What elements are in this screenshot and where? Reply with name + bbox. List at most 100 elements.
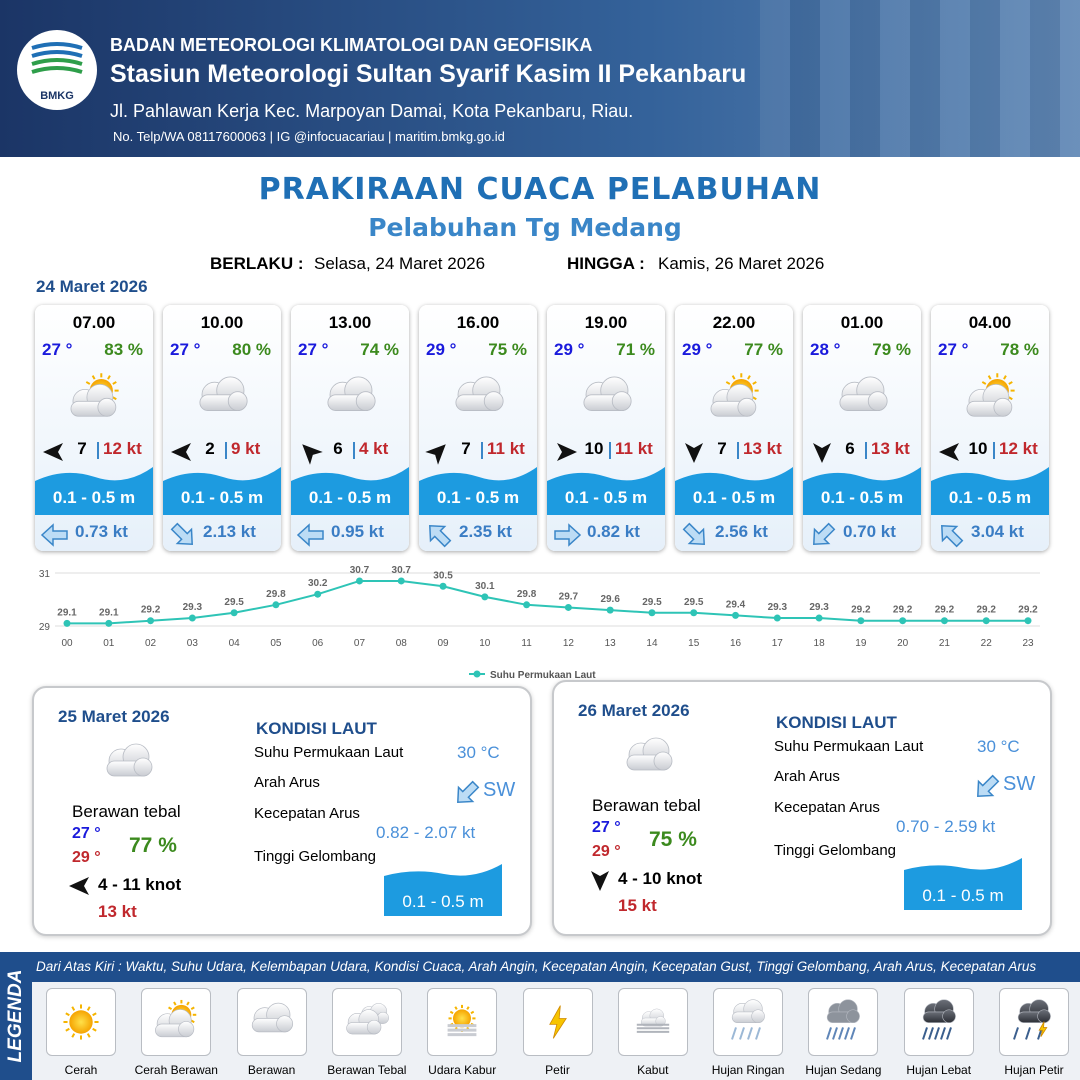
wave-shape — [35, 467, 153, 515]
legend-icon — [731, 999, 765, 1040]
point — [690, 609, 698, 617]
humidity: 80 % — [232, 340, 271, 359]
cloud — [626, 737, 673, 771]
weather-icon — [966, 373, 1015, 417]
x-tick-label: 07 — [354, 638, 366, 649]
temp-min: 27 ° — [592, 819, 621, 836]
valid-to: Kamis, 26 Maret 2026 — [658, 254, 825, 273]
cloud — [922, 999, 956, 1024]
current-icon — [554, 523, 582, 547]
wind-icon — [939, 443, 959, 461]
header-bg — [0, 0, 1080, 157]
wind-arrow — [939, 443, 959, 461]
current-arrow — [977, 774, 1000, 797]
wind-arrow — [425, 444, 446, 465]
humidity: 71 % — [616, 340, 655, 359]
x-tick-label: 17 — [772, 638, 784, 649]
point — [899, 617, 907, 625]
day-date: 24 Maret 2026 — [36, 277, 148, 296]
wave-height: 0.1 - 0.5 m — [402, 892, 484, 911]
current-icon — [296, 523, 324, 547]
legend-icon — [636, 1008, 669, 1033]
value-label: 29.2 — [851, 605, 871, 616]
x-tick-label: 23 — [1022, 638, 1034, 649]
logo-wave — [31, 42, 83, 50]
value-label: 30.1 — [475, 581, 495, 592]
rain-drop — [921, 1027, 928, 1040]
time: 13.00 — [328, 313, 372, 332]
valid-to-label: HINGGA : — [567, 254, 645, 273]
value-label: 29.2 — [141, 605, 161, 616]
legend-icon — [921, 999, 956, 1040]
gust: 13 kt — [871, 439, 910, 458]
current-arrow — [554, 523, 582, 547]
point — [147, 617, 155, 625]
wave-shape — [291, 467, 409, 515]
rain-drop — [838, 1027, 845, 1040]
sun-ray — [168, 1006, 173, 1010]
value-label: 29.2 — [1018, 605, 1038, 616]
cloud — [455, 376, 504, 411]
forecast-card: 16.00 29 ° 75 % 7 11 kt 0.1 - 0.5 m 2.35 kt — [419, 305, 537, 551]
sun-ray — [752, 396, 757, 401]
wind-icon — [591, 871, 609, 891]
value-label: 29.8 — [266, 589, 286, 600]
dir: SW — [483, 779, 516, 801]
sun-ray — [92, 1012, 97, 1017]
sun-ray — [91, 375, 96, 380]
separator — [225, 442, 227, 459]
sun-ray — [747, 375, 751, 380]
forecast-card: 01.00 28 ° 79 % 6 13 kt 0.1 - 0.5 m 0.70 kt — [803, 305, 921, 551]
contact: No. Telp/WA 08117600063 | IG @infocuacar… — [113, 129, 505, 144]
sun-ray — [987, 375, 992, 380]
weather-icon — [199, 376, 248, 411]
cloud-part — [483, 391, 504, 411]
lightning — [548, 1005, 567, 1039]
cloud — [966, 383, 1013, 417]
point — [523, 601, 531, 609]
sst-chart: 29 31 00 01 02 03 04 05 06 07 08 09 10 11 12 13 14 15 16 17… — [39, 565, 1040, 681]
sst: 30 °C — [977, 737, 1020, 756]
temp-max: 29 ° — [592, 843, 621, 860]
subtitle: Pelabuhan Tg Medang — [368, 213, 682, 242]
forecast-card: 10.00 27 ° 80 % 2 9 kt 0.1 - 0.5 m 2.13 kt — [163, 305, 281, 551]
x-tick-label: 04 — [229, 638, 241, 649]
wind-speed: 10 — [584, 439, 604, 458]
forecast-card: 13.00 27 ° 74 % 6 4 kt 0.1 - 0.5 m 0.95 kt — [291, 305, 409, 551]
x-tick-label: 18 — [814, 638, 826, 649]
current-arrow — [40, 523, 68, 547]
cloud-part — [751, 1009, 765, 1024]
air-temp: 27 ° — [938, 340, 969, 359]
air-temp: 27 ° — [170, 340, 201, 359]
humidity: 79 % — [872, 340, 911, 359]
current-arrow — [170, 522, 193, 545]
current-arrow — [941, 525, 964, 548]
separator — [993, 442, 995, 459]
sun-disc — [453, 1009, 472, 1028]
x-tick-label: 06 — [312, 638, 324, 649]
wind-arrow — [69, 877, 89, 895]
current-icon — [813, 522, 836, 545]
sun-ray — [1008, 381, 1013, 385]
header-art — [760, 0, 1080, 157]
valid-from-label: BERLAKU : — [210, 254, 304, 273]
separator — [737, 442, 739, 459]
weather-icon — [106, 743, 153, 777]
wind-speed: 10 — [968, 439, 988, 458]
wave-band — [931, 467, 1049, 515]
cloud-part — [941, 1009, 956, 1024]
logo-wave — [31, 66, 83, 74]
sun-ray — [752, 381, 757, 385]
weather-icon — [327, 376, 376, 411]
cloud-part — [227, 391, 248, 411]
sea-heading: KONDISI LAUT — [256, 719, 377, 738]
x-tick-label: 21 — [939, 638, 951, 649]
legend-icon — [1013, 999, 1051, 1040]
x-tick-label: 12 — [563, 638, 575, 649]
point — [815, 614, 823, 622]
rain-drop — [844, 1027, 851, 1040]
legend-icon — [63, 1004, 99, 1040]
current-arrow — [457, 780, 480, 803]
gust: 12 kt — [103, 439, 142, 458]
gust: 12 kt — [999, 439, 1038, 458]
